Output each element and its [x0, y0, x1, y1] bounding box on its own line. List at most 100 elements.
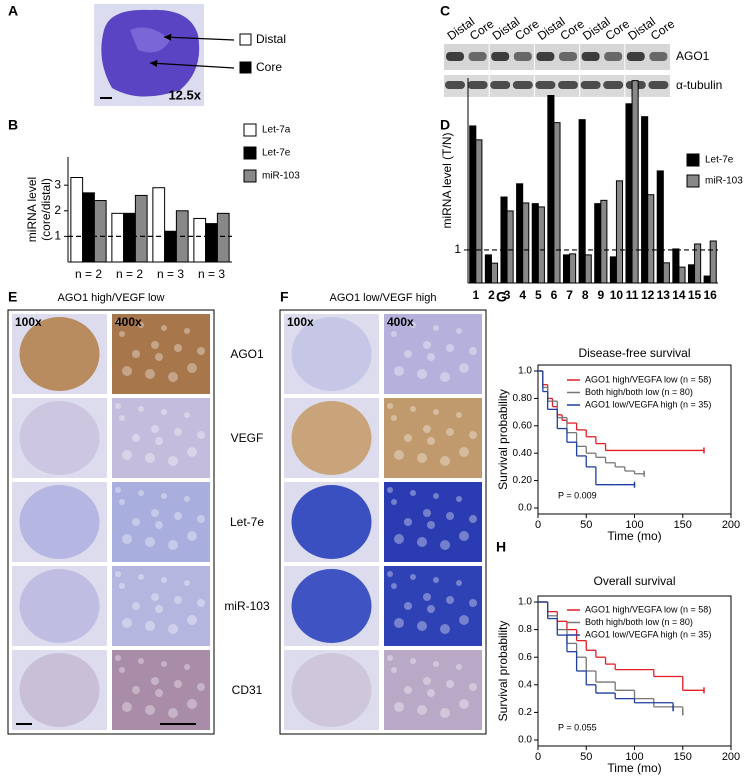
- tissue-core: [19, 653, 100, 727]
- x-axis-label: Time (mo): [607, 529, 661, 543]
- blot-band: [559, 52, 577, 61]
- cell: [138, 574, 144, 580]
- tissue-core: [19, 317, 100, 391]
- bar: [193, 217, 207, 263]
- image-400x: [112, 566, 210, 646]
- x-tick-label: 50: [580, 751, 592, 763]
- cell: [161, 661, 167, 667]
- x-tick-label: 5: [535, 288, 542, 302]
- stain-label: AGO1: [230, 347, 264, 361]
- x-tick-label: n = 2: [116, 267, 143, 281]
- cell: [138, 322, 144, 328]
- cell: [446, 596, 454, 604]
- cell: [427, 605, 435, 613]
- cell: [404, 434, 412, 442]
- bar: [625, 103, 633, 284]
- cell: [119, 415, 125, 421]
- cell: [456, 412, 462, 418]
- tissue-core: [291, 317, 372, 391]
- bar: [672, 248, 680, 284]
- y-axis-label: Survival probability: [496, 389, 510, 490]
- bar: [615, 180, 624, 284]
- cell: [394, 450, 404, 460]
- tissue-core: [291, 401, 372, 475]
- cell: [459, 699, 469, 709]
- cell: [184, 580, 190, 586]
- bar: [562, 254, 571, 284]
- blot: [444, 75, 670, 97]
- x-tick-label: 150: [674, 751, 692, 763]
- x-tick-label: 13: [657, 288, 671, 302]
- x-tick-label: 11: [626, 288, 639, 302]
- cell: [168, 372, 178, 382]
- label: Distal: [256, 32, 286, 46]
- cell: [119, 583, 125, 589]
- legend-label: AGO1 low/VEGFA high (n = 35): [585, 399, 711, 409]
- cell: [145, 369, 155, 379]
- y-tick-label: 0.0: [518, 503, 532, 514]
- cell: [427, 521, 435, 529]
- x-tick-label: 10: [610, 288, 624, 302]
- cell: [459, 447, 469, 457]
- bar: [578, 119, 586, 284]
- bar: [475, 139, 483, 284]
- x-tick-label: 12: [641, 288, 655, 302]
- cell: [446, 344, 454, 352]
- panel-title: AGO1 high/VEGF low: [58, 292, 165, 304]
- cell: [417, 453, 427, 463]
- cell: [168, 624, 178, 634]
- cell: [122, 702, 132, 712]
- cell: [132, 350, 140, 358]
- brain-region: [130, 27, 170, 53]
- y-tick-label: 1: [454, 242, 461, 256]
- bar: [694, 243, 702, 284]
- cell: [184, 412, 190, 418]
- cell: [391, 331, 397, 337]
- blot-band: [604, 52, 623, 61]
- bar: [709, 240, 717, 284]
- cell: [161, 577, 167, 583]
- y-axis-label: miRNA level: [25, 177, 39, 242]
- cell: [417, 621, 427, 631]
- x-tick-label: n = 3: [198, 267, 225, 281]
- x-tick-label: 100: [625, 519, 643, 531]
- cell: [391, 499, 397, 505]
- cell: [387, 487, 393, 493]
- y-tick-label: 0.0: [518, 735, 532, 746]
- cell: [174, 428, 182, 436]
- image-400x: [384, 650, 482, 730]
- cell: [433, 409, 439, 415]
- legend-label: Both high/both low (n = 80): [585, 387, 693, 397]
- stain-label: VEGF: [231, 431, 264, 445]
- x-tick-label: 7: [566, 288, 573, 302]
- legend-label: Let-7a: [262, 125, 291, 136]
- x-tick-label: 6: [551, 288, 558, 302]
- cell: [151, 425, 159, 433]
- x-axis-label: Time (mo): [607, 761, 661, 775]
- bar: [516, 183, 524, 284]
- cell: [174, 512, 182, 520]
- blot-label: α-tubulin: [676, 78, 722, 92]
- bar: [703, 275, 711, 284]
- y-tick-label: 0.40: [513, 448, 533, 459]
- y-tick-label: 0.80: [513, 393, 533, 404]
- bar: [678, 266, 686, 284]
- bar: [469, 125, 477, 284]
- cell: [440, 624, 450, 634]
- bar: [506, 210, 514, 284]
- magnification: 100x: [15, 315, 42, 329]
- blot-band: [445, 81, 465, 89]
- cell: [119, 667, 125, 673]
- cell: [427, 353, 435, 361]
- image-400x: [112, 314, 210, 394]
- cell: [174, 344, 182, 352]
- cell: [459, 531, 469, 541]
- y-tick-label: 1.0: [518, 366, 532, 377]
- cell: [456, 580, 462, 586]
- cell: [404, 602, 412, 610]
- x-tick-label: 50: [580, 519, 592, 531]
- image-400x: [384, 314, 482, 394]
- x-tick-label: 2: [488, 288, 495, 302]
- blot-band: [468, 52, 487, 61]
- cell: [440, 708, 450, 718]
